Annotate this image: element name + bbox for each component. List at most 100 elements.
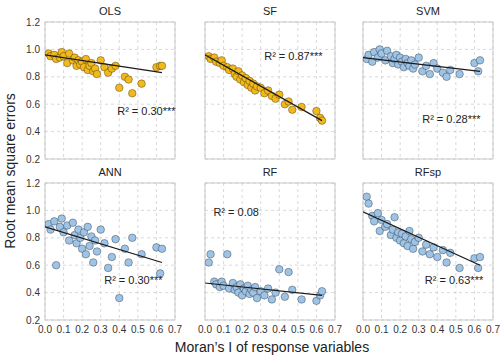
x-tick-label: 0.7 xyxy=(328,324,342,335)
trend-line xyxy=(45,227,162,263)
point xyxy=(158,245,166,253)
x-tick-label: 0.0 xyxy=(356,324,370,335)
x-grid-line xyxy=(242,22,243,159)
x-grid-line xyxy=(156,22,157,159)
point xyxy=(298,296,306,304)
point xyxy=(125,259,133,267)
trend-line xyxy=(205,55,322,121)
x-tick-label: 0.1 xyxy=(57,324,71,335)
y-grid-line xyxy=(45,292,175,293)
x-tick-label: 0.1 xyxy=(217,324,231,335)
annotation: R² = 0.30*** xyxy=(117,105,176,117)
annotation: R² = 0.87*** xyxy=(264,50,323,62)
point xyxy=(476,253,484,261)
point xyxy=(93,248,101,256)
point xyxy=(456,264,464,272)
plot-frame xyxy=(45,183,175,320)
point xyxy=(205,259,213,267)
plot-frame xyxy=(205,22,335,159)
y-tick-label: 1.2 xyxy=(26,178,40,189)
point xyxy=(264,285,272,293)
y-tick-label: 0.2 xyxy=(26,154,40,165)
x-tick-label: 0.2 xyxy=(393,324,407,335)
panel-title: RFsp xyxy=(415,166,441,178)
point xyxy=(318,287,326,295)
point xyxy=(93,70,101,78)
point xyxy=(415,54,423,62)
point xyxy=(363,193,371,201)
panel-title: RF xyxy=(263,166,278,178)
y-tick-label: 1.2 xyxy=(26,17,40,28)
y-tick-label: 0.6 xyxy=(26,260,40,271)
y-grid-line xyxy=(205,237,335,238)
x-tick-label: 0.7 xyxy=(486,324,500,335)
x-tick-label: 0.6 xyxy=(467,324,481,335)
y-grid-line xyxy=(205,76,335,77)
point xyxy=(288,106,296,114)
x-grid-line xyxy=(100,22,101,159)
y-grid-line xyxy=(363,292,493,293)
figure: Root mean square errors Moran’s I of resp… xyxy=(0,0,500,361)
y-tick-label: 0.8 xyxy=(26,71,40,82)
plot-frame xyxy=(363,22,493,159)
trend-line xyxy=(205,283,322,295)
point xyxy=(115,84,123,92)
point xyxy=(82,250,90,258)
plot-frame xyxy=(45,22,175,159)
point xyxy=(426,250,434,258)
y-grid-line xyxy=(45,76,175,77)
point xyxy=(115,294,123,302)
x-tick-label: 0.0 xyxy=(198,324,212,335)
x-tick-label: 0.5 xyxy=(291,324,305,335)
y-tick-label: 0.8 xyxy=(26,232,40,243)
point xyxy=(281,293,289,301)
point xyxy=(158,62,166,70)
x-grid-line xyxy=(418,22,419,159)
point xyxy=(443,259,451,267)
point xyxy=(374,209,382,217)
x-grid-line xyxy=(474,183,475,320)
x-grid-line xyxy=(381,183,382,320)
panel-title: SF xyxy=(263,5,277,17)
x-tick-label: 0.6 xyxy=(309,324,323,335)
x-grid-line xyxy=(137,183,138,320)
panel: RF0.00.10.20.30.40.50.60.7R² = 0.08 xyxy=(198,166,342,335)
y-tick-label: 0.6 xyxy=(26,99,40,110)
plot-frame xyxy=(205,183,335,320)
marks xyxy=(45,48,166,97)
point xyxy=(313,107,321,115)
y-grid-line xyxy=(45,237,175,238)
x-tick-label: 0.5 xyxy=(131,324,145,335)
trend-line xyxy=(45,55,162,73)
x-grid-line xyxy=(63,183,64,320)
point xyxy=(419,248,427,256)
point xyxy=(285,268,293,276)
panel: ANN0.00.10.20.30.40.50.60.70.20.40.60.81… xyxy=(26,166,182,335)
x-grid-line xyxy=(381,22,382,159)
x-tick-label: 0.7 xyxy=(168,324,182,335)
x-grid-line xyxy=(474,22,475,159)
point xyxy=(58,215,66,223)
x-grid-line xyxy=(82,22,83,159)
x-grid-line xyxy=(279,183,280,320)
panel-title: OLS xyxy=(99,5,121,17)
trend-line xyxy=(363,212,480,265)
x-tick-label: 0.4 xyxy=(430,324,444,335)
x-axis-label: Moran’s I of response variables xyxy=(175,339,369,355)
point xyxy=(207,250,215,258)
point xyxy=(69,219,77,227)
point xyxy=(104,264,112,272)
annotation: R² = 0.28*** xyxy=(422,113,481,125)
annotation: R² = 0.30*** xyxy=(104,274,163,286)
point xyxy=(476,57,484,65)
y-grid-line xyxy=(363,104,493,105)
panel: SF R² = 0.87*** xyxy=(205,5,335,159)
y-axis-label: Root mean square errors xyxy=(2,93,18,249)
x-tick-label: 0.2 xyxy=(75,324,89,335)
marks xyxy=(363,46,484,81)
x-grid-line xyxy=(437,183,438,320)
y-grid-line xyxy=(205,131,335,132)
x-tick-label: 0.0 xyxy=(38,324,52,335)
y-tick-label: 1.0 xyxy=(26,205,40,216)
point xyxy=(125,76,133,84)
